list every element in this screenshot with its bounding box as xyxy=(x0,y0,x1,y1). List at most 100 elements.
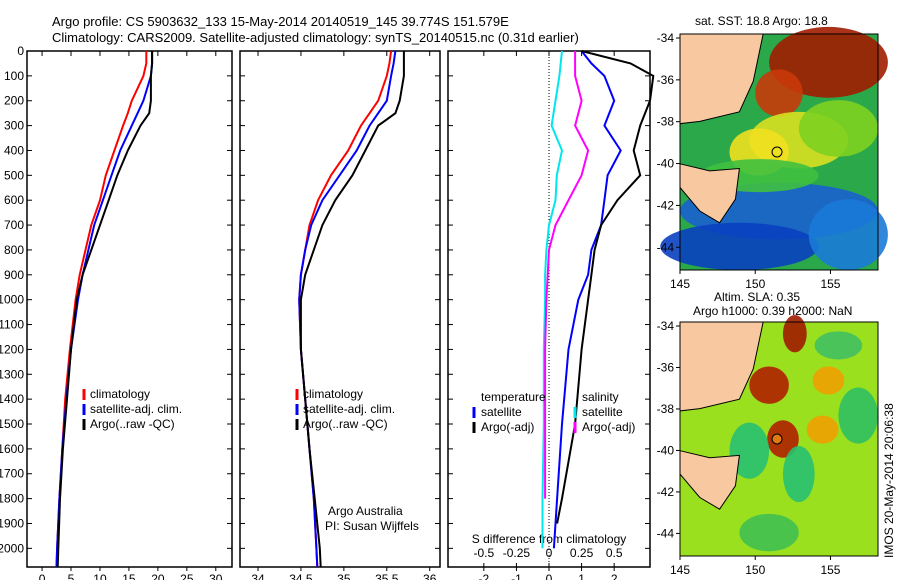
lat-tick-label: -40 xyxy=(657,157,675,171)
series-line-s-satellite xyxy=(541,50,564,549)
map-color-region xyxy=(838,387,878,444)
y-tick-label: 1600 xyxy=(0,442,24,456)
x-tick-label: -2 xyxy=(479,572,490,580)
series-line-argo-raw-qc- xyxy=(299,51,405,568)
annotation-pi: PI: Susan Wijffels xyxy=(325,519,419,533)
map-sst: -34 -36 -38 -40 -42 -44 145 150 155 xyxy=(657,26,888,291)
lat-tick-label: -34 xyxy=(657,31,675,45)
sla-map-title2: Argo h1000: 0.39 h2000: NaN xyxy=(693,304,853,318)
y-tick-label: 1200 xyxy=(0,342,24,356)
lon-tick-label: 145 xyxy=(670,277,690,291)
y-tick-label: 600 xyxy=(4,193,24,207)
y-tick-label: 200 xyxy=(4,94,24,108)
map-color-region xyxy=(767,420,799,458)
x-tick-label: 34 xyxy=(251,572,265,580)
map-frame xyxy=(679,33,879,271)
y-tick-label: 100 xyxy=(4,69,24,83)
lat-tick-label: -42 xyxy=(657,485,675,499)
legend-title-temperature: temperature xyxy=(481,390,546,404)
y-tick-label: 1500 xyxy=(0,417,24,431)
s-tick-label: -0.5 xyxy=(473,546,494,560)
series-line-t-argo-adj- xyxy=(556,50,655,524)
lon-tick-label: 155 xyxy=(820,563,840,577)
lat-tick-label: -36 xyxy=(657,360,675,374)
map-color-region xyxy=(812,366,845,395)
map-sla: -34 -36 -38 -40 -42 -44 145 150 155 xyxy=(657,314,879,577)
lat-tick-label: -44 xyxy=(657,240,675,254)
y-tick-label: 900 xyxy=(4,268,24,282)
x-tick-label: 0 xyxy=(546,572,553,580)
y-tick-label: 1000 xyxy=(0,293,24,307)
series-line-s-argo-adj- xyxy=(544,51,590,499)
x-tick-label: 10 xyxy=(93,572,107,580)
map-color-region xyxy=(808,199,888,270)
x-tick-label: 15 xyxy=(122,572,136,580)
x-tick-label: 0 xyxy=(39,572,46,580)
lat-tick-label: -38 xyxy=(657,402,675,416)
x-tick-label: 5 xyxy=(68,572,75,580)
x-tick-label: 36 xyxy=(423,572,437,580)
lon-tick-label: 145 xyxy=(670,563,690,577)
s-tick-label: 0.25 xyxy=(570,546,594,560)
legend-label: Argo(..raw -QC) xyxy=(90,417,175,431)
map-color-region xyxy=(806,415,839,444)
s-tick-label: 0 xyxy=(546,546,553,560)
legend-label: Argo(-adj) xyxy=(481,420,534,434)
legend-label: climatology xyxy=(303,387,363,401)
lon-tick-label: 150 xyxy=(745,563,765,577)
argo-float-marker xyxy=(771,433,783,445)
series-line-argo-raw-qc- xyxy=(56,51,154,568)
x-tick-label: 35.5 xyxy=(375,572,399,580)
x-tick-label: 1 xyxy=(578,572,585,580)
map-color-region xyxy=(782,314,807,353)
x-tick-label: 25 xyxy=(180,572,194,580)
y-tick-label: 2000 xyxy=(0,541,24,555)
series-line-satellite-adj-clim- xyxy=(55,51,154,568)
x-tick-label: 35 xyxy=(337,572,351,580)
map-color-region xyxy=(729,422,770,479)
plot-frame-temperature xyxy=(26,50,233,568)
lon-tick-label: 150 xyxy=(745,277,765,291)
lat-tick-label: -42 xyxy=(657,198,675,212)
y-tick-label: 700 xyxy=(4,218,24,232)
imos-timestamp: IMOS 20-May-2014 20:06:38 xyxy=(882,403,896,558)
lon-tick-label: 155 xyxy=(820,277,840,291)
y-tick-label: 1300 xyxy=(0,367,24,381)
y-tick-label: 1900 xyxy=(0,516,24,530)
title-line1: Argo profile: CS 5903632_133 15-May-2014… xyxy=(52,14,509,29)
x-tick-label: 30 xyxy=(209,572,223,580)
legend-label: Argo(-adj) xyxy=(582,420,635,434)
tasmania xyxy=(679,450,740,510)
map-color-region xyxy=(739,513,799,552)
y-tick-label: 400 xyxy=(4,143,24,157)
legend-label: satellite xyxy=(582,405,623,419)
map-color-region xyxy=(782,446,815,503)
lat-tick-label: -34 xyxy=(657,319,675,333)
y-tick-label: 0 xyxy=(17,44,24,58)
x-tick-label: 20 xyxy=(151,572,165,580)
legend-label: satellite-adj. clim. xyxy=(303,402,395,416)
x-tick-label: -1 xyxy=(511,572,522,580)
legend-label: climatology xyxy=(90,387,150,401)
map-color-region xyxy=(755,69,803,117)
x-tick-label: 34.5 xyxy=(289,572,313,580)
argo-float-marker xyxy=(771,146,783,158)
annotation-institution: Argo Australia xyxy=(328,504,403,518)
plot-frame-salinity xyxy=(239,50,441,568)
legend-label: Argo(..raw -QC) xyxy=(303,417,388,431)
map-color-region xyxy=(660,222,819,270)
y-tick-label: 1400 xyxy=(0,392,24,406)
y-tick-label: 1100 xyxy=(0,318,24,332)
sst-map-title: sat. SST: 18.8 Argo: 18.8 xyxy=(695,14,828,28)
map-color-region xyxy=(814,331,863,360)
y-tick-label: 300 xyxy=(4,119,24,133)
x-tick-label: 2 xyxy=(611,572,618,580)
series-line-climatology xyxy=(55,51,148,568)
map-color-region xyxy=(798,100,879,157)
tasmania xyxy=(679,163,740,224)
lat-tick-label: -36 xyxy=(657,73,675,87)
y-tick-label: 800 xyxy=(4,243,24,257)
y-tick-label: 1700 xyxy=(0,467,24,481)
